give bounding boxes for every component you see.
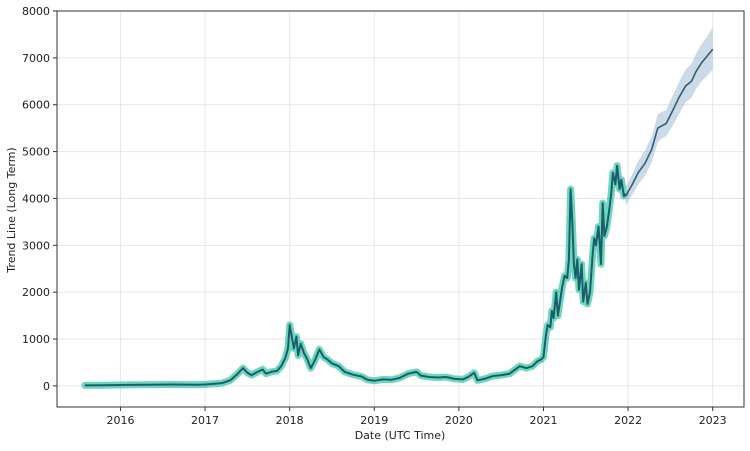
- plot-frame: [56, 10, 745, 408]
- x-tick-label: 2017: [191, 414, 219, 427]
- confidence-bands: [81, 27, 713, 389]
- x-axis-label: Date (UTC Time): [355, 429, 446, 442]
- x-tick-label: 2023: [699, 414, 727, 427]
- x-tick-label: 2019: [360, 414, 388, 427]
- y-tick-label: 7000: [22, 52, 50, 65]
- y-tick-label: 6000: [22, 99, 50, 112]
- y-axis-ticks: 0 1000 2000 3000 4000 5000 6000 7000 8000: [22, 5, 57, 393]
- y-tick-label: 3000: [22, 239, 50, 252]
- x-tick-label: 2018: [276, 414, 304, 427]
- y-tick-label: 1000: [22, 333, 50, 346]
- x-axis-ticks: 2016 2017 2018 2019 2020 2021 2022 2023: [106, 407, 727, 427]
- x-tick-label: 2022: [614, 414, 642, 427]
- trend-lines: [84, 48, 714, 387]
- y-tick-label: 4000: [22, 192, 50, 205]
- y-tick-label: 5000: [22, 146, 50, 159]
- y-tick-label: 2000: [22, 286, 50, 299]
- x-tick-label: 2016: [106, 414, 134, 427]
- x-tick-label: 2020: [445, 414, 473, 427]
- forecast-line: [624, 48, 714, 197]
- y-tick-label: 8000: [22, 5, 50, 18]
- y-tick-label: 0: [43, 380, 50, 393]
- y-axis-label: Trend Line (Long Term): [5, 147, 18, 273]
- history-line: [84, 164, 627, 387]
- x-tick-label: 2021: [529, 414, 557, 427]
- grid-lines: [57, 10, 744, 407]
